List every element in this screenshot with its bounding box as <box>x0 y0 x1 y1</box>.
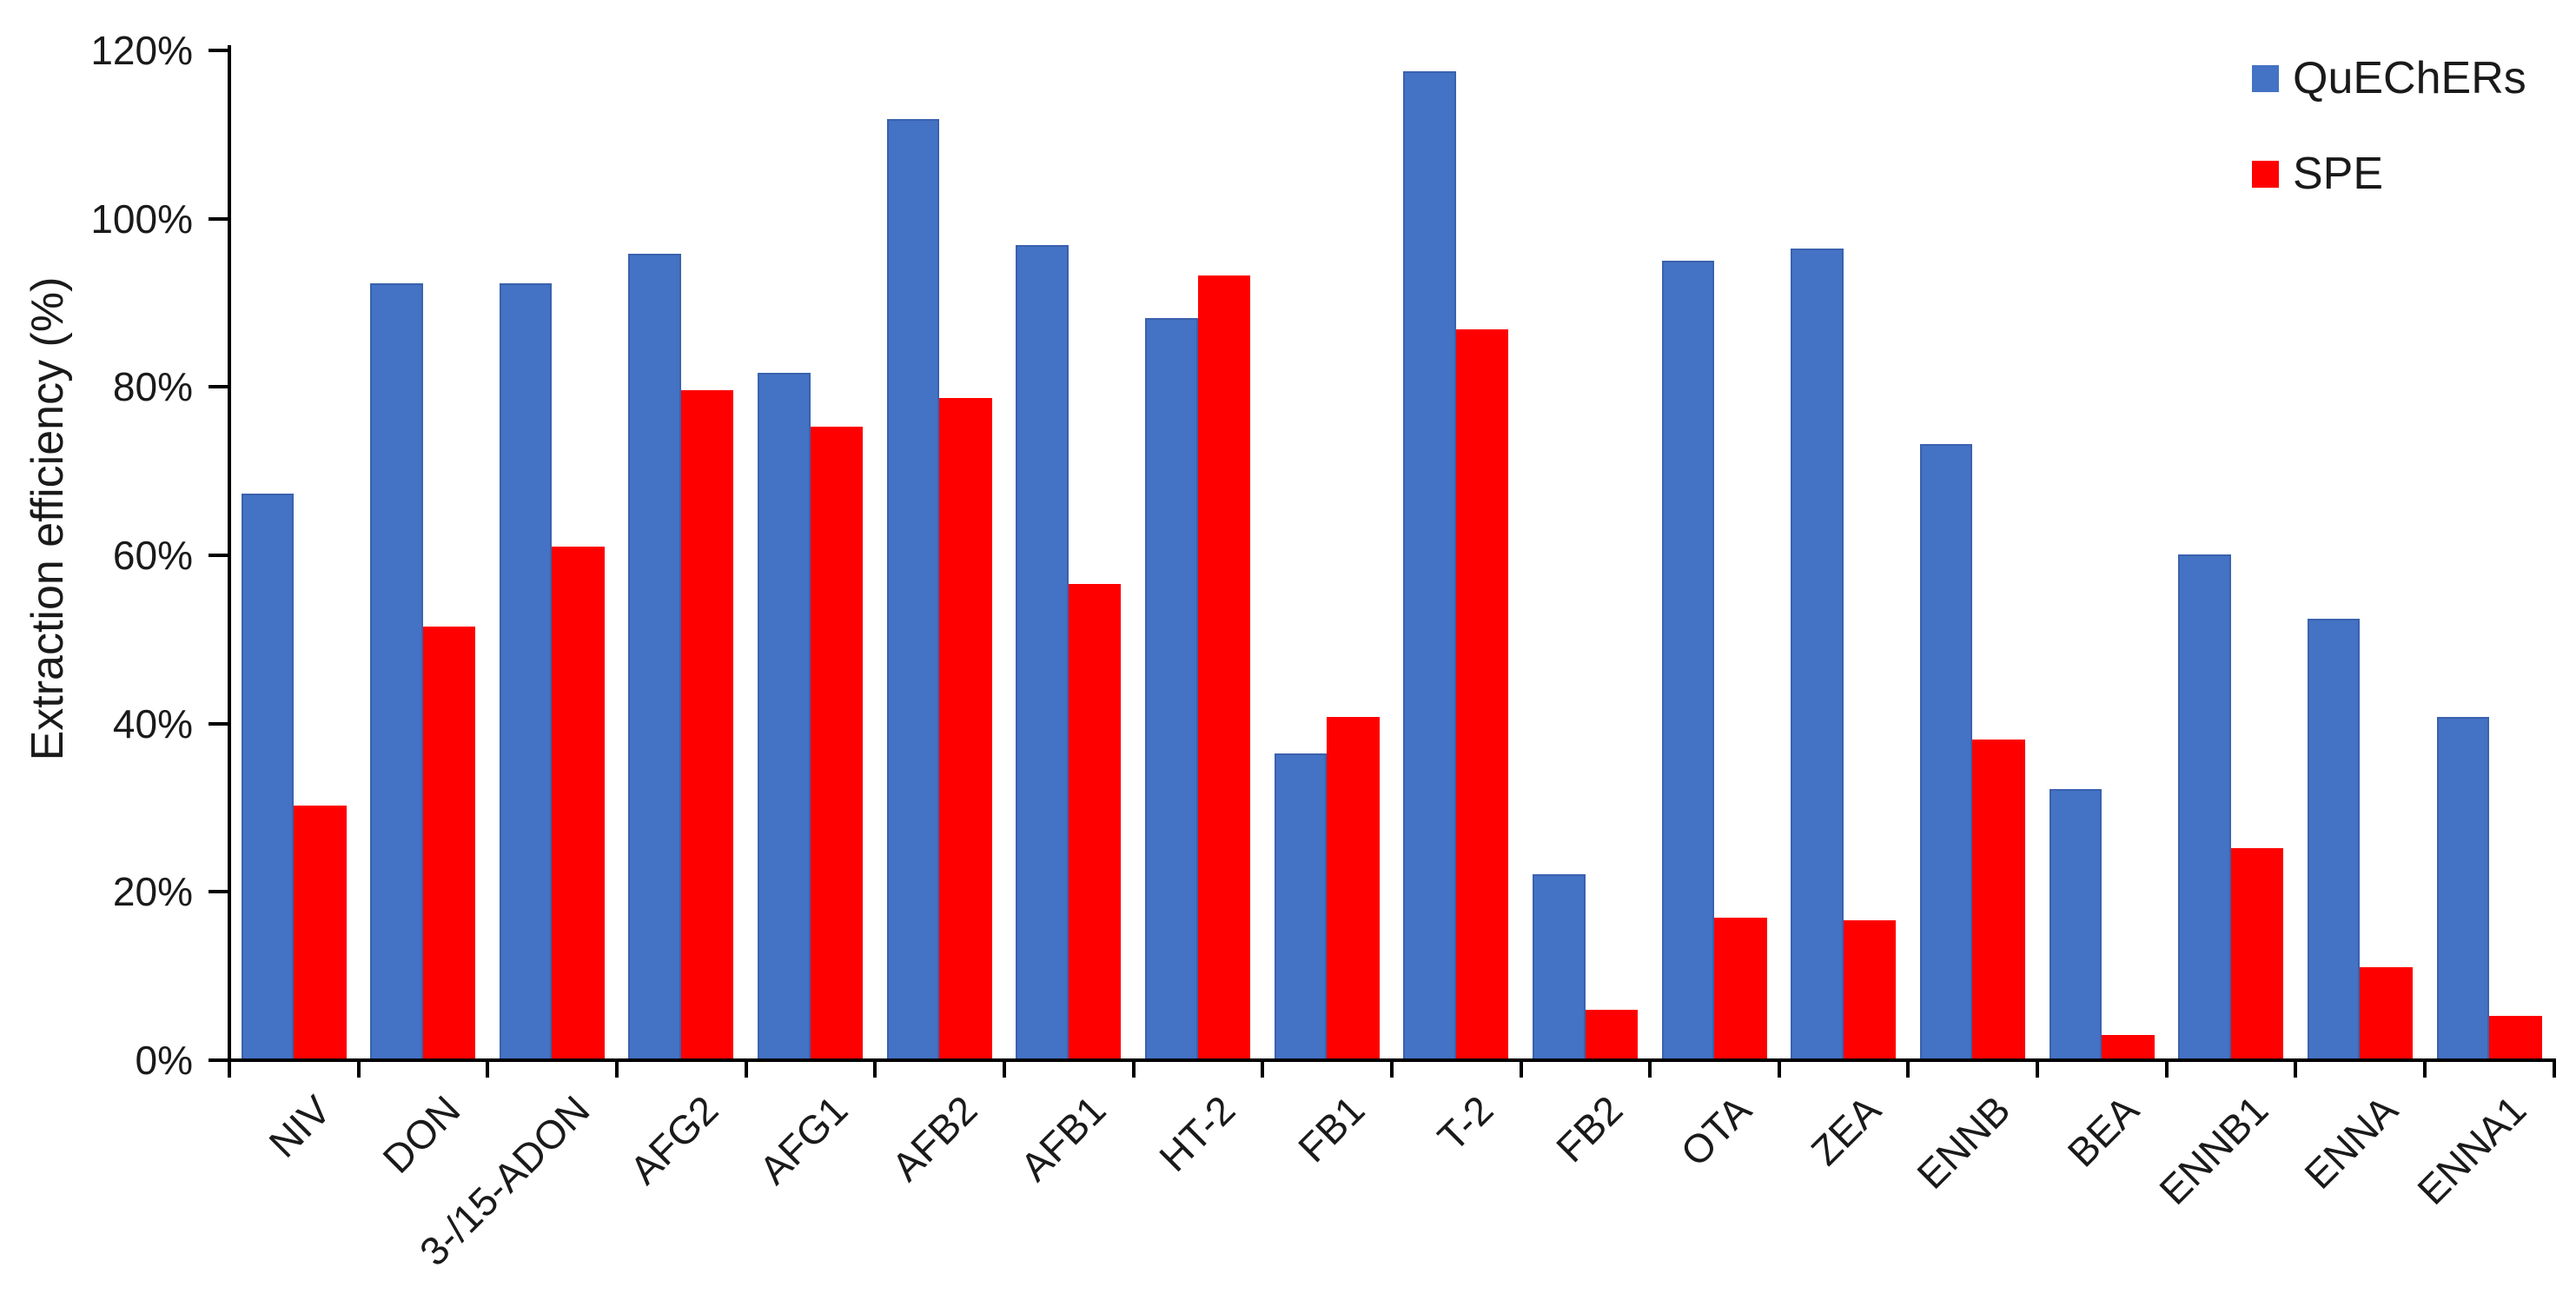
bar-spe-afg2 <box>680 390 734 1060</box>
bar-quechers-fb1 <box>1274 753 1328 1060</box>
bar-quechers-afb2 <box>886 119 940 1060</box>
bar-spe-bea <box>2102 1034 2155 1060</box>
bar-spe-zea <box>1843 920 1897 1060</box>
y-axis-line <box>228 45 231 1078</box>
legend-swatch-quechers-icon <box>2252 64 2279 92</box>
bar-spe-t-2 <box>1455 329 1509 1060</box>
bar-quechers-ennb1 <box>2178 554 2231 1060</box>
y-tick-label: 80% <box>112 364 193 410</box>
x-axis-tick <box>1777 1060 1781 1078</box>
bar-quechers-niv <box>241 494 294 1060</box>
bar-quechers-don <box>370 283 423 1060</box>
x-axis-tick <box>744 1060 748 1078</box>
y-axis-tick <box>209 554 229 557</box>
legend-swatch-spe-icon <box>2252 160 2279 188</box>
x-axis-tick <box>486 1060 490 1078</box>
bar-quechers-enna <box>2307 618 2361 1060</box>
y-axis-tick <box>209 1058 229 1062</box>
legend-label-spe: SPE <box>2293 149 2384 199</box>
bar-spe-fb2 <box>1585 1009 1638 1060</box>
x-axis-tick <box>2036 1060 2040 1078</box>
x-axis-tick <box>2552 1060 2556 1078</box>
y-tick-label: 60% <box>112 533 193 578</box>
bar-quechers-enna1 <box>2436 716 2490 1060</box>
y-tick-label: 40% <box>112 700 193 746</box>
bar-quechers-ht-2 <box>1145 317 1198 1060</box>
y-axis-tick <box>209 49 229 52</box>
x-axis-tick <box>614 1060 619 1078</box>
y-tick-label: 20% <box>112 869 193 915</box>
bar-quechers-ota <box>1661 261 1715 1060</box>
bar-quechers-fb2 <box>1533 873 1586 1060</box>
bar-quechers-zea <box>1791 248 1844 1060</box>
bar-quechers-bea <box>2049 789 2103 1060</box>
y-tick-label: 100% <box>90 196 193 242</box>
bar-spe-afb2 <box>939 397 992 1060</box>
bar-quechers-afg1 <box>758 372 811 1060</box>
bar-spe-afg1 <box>810 426 864 1060</box>
x-axis-tick <box>356 1060 361 1078</box>
bar-quechers-3-/15-adon <box>499 283 553 1060</box>
x-axis-tick <box>1002 1060 1006 1078</box>
x-axis-tick <box>2164 1060 2169 1078</box>
y-tick-label: 0% <box>135 1038 193 1083</box>
bar-spe-fb1 <box>1327 716 1380 1060</box>
y-tick-label: 120% <box>90 28 193 73</box>
bar-spe-enna <box>2360 967 2413 1060</box>
bar-spe-ennb1 <box>2230 847 2284 1060</box>
bar-spe-don <box>422 627 476 1060</box>
x-axis-tick <box>1519 1060 1523 1078</box>
bar-quechers-ennb <box>1919 444 1973 1060</box>
x-axis-tick <box>2294 1060 2298 1078</box>
x-axis-tick <box>2423 1060 2427 1078</box>
x-axis-tick <box>1648 1060 1652 1078</box>
legend-item-quechers: QuEChERs <box>2252 52 2526 104</box>
legend-label-quechers: QuEChERs <box>2293 53 2526 103</box>
bar-spe-3-/15-adon <box>552 547 605 1060</box>
x-axis-tick <box>1389 1060 1394 1078</box>
bar-spe-ht-2 <box>1197 275 1251 1060</box>
y-axis-tick <box>209 385 229 389</box>
bar-quechers-afg2 <box>628 254 681 1060</box>
bar-spe-ennb <box>1972 740 2025 1060</box>
y-axis-tick <box>209 721 229 726</box>
x-axis-tick <box>1131 1060 1136 1078</box>
bar-spe-ota <box>1714 918 1767 1060</box>
x-axis-line <box>228 1058 2556 1062</box>
x-axis-tick <box>1261 1060 1265 1078</box>
y-axis-tick <box>209 216 229 221</box>
bar-spe-enna1 <box>2489 1015 2542 1060</box>
x-axis-tick <box>873 1060 877 1078</box>
bar-quechers-afb1 <box>1016 244 1069 1060</box>
legend-item-spe: SPE <box>2252 148 2383 200</box>
bar-quechers-t-2 <box>1403 71 1456 1060</box>
y-axis-tick <box>209 890 229 894</box>
bar-spe-afb1 <box>1068 583 1122 1060</box>
x-axis-tick <box>1906 1060 1910 1078</box>
bar-spe-niv <box>294 805 347 1060</box>
